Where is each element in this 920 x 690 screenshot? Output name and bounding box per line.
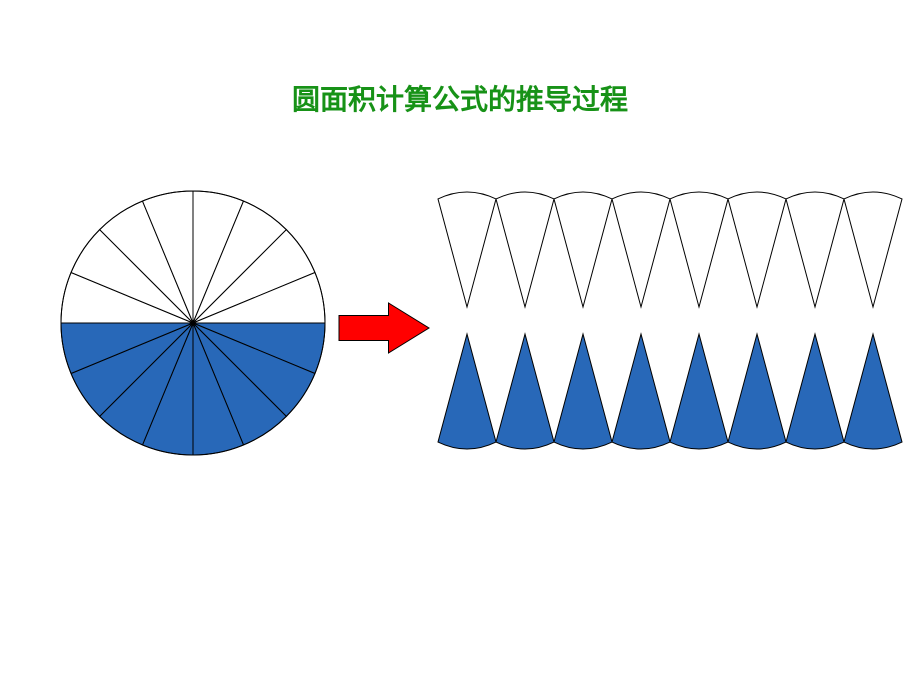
wedges-diagram [433, 187, 917, 469]
circle-diagram [51, 181, 335, 470]
arrow-icon [334, 298, 434, 363]
page-title: 圆面积计算公式的推导过程 [0, 78, 920, 118]
